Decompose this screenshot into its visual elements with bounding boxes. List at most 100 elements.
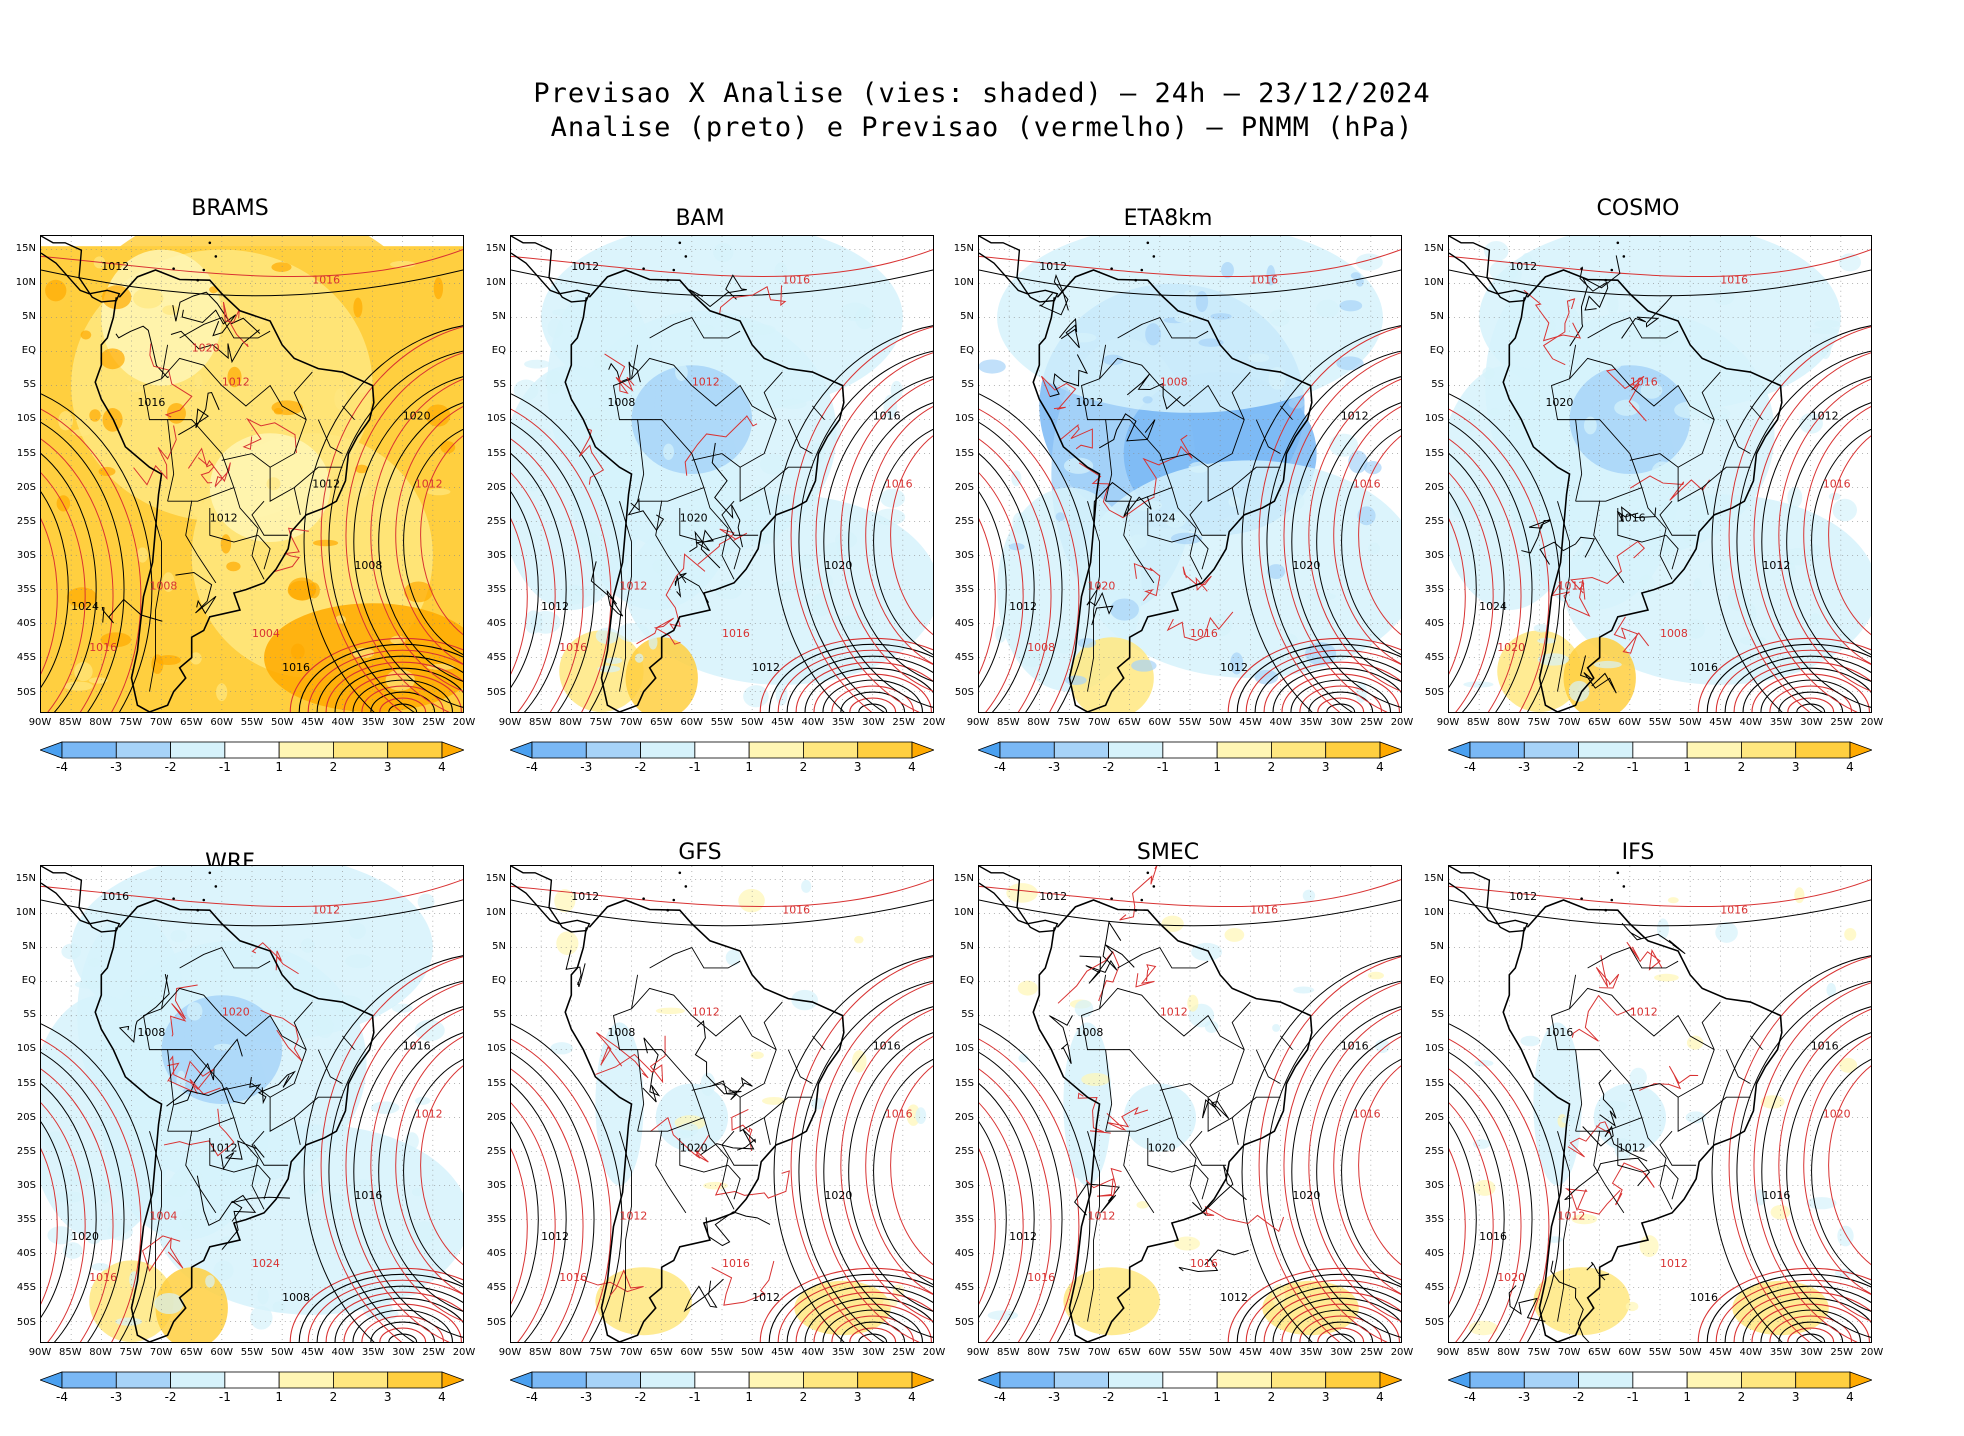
isobar-ring [307,1279,463,1342]
country-border [167,1049,235,1118]
lat-tick-label: 30S [16,1179,36,1191]
lat-tick-label: 40S [486,1248,506,1260]
colorbar-bin [1686,741,1742,759]
country-border [812,405,825,420]
lat-tick-label: 5N [22,310,36,322]
colorbar-bin [748,741,804,759]
isobar-ring [1245,649,1401,712]
colorbar-tick-label: 2 [329,760,338,774]
colorbar-bin [1448,741,1471,759]
bias-speckle [1593,660,1622,669]
colorbar-tick-label: 3 [853,760,862,774]
isobar-analysis [848,1032,933,1312]
isobar-analysis [979,269,1401,297]
colorbar-bin [1632,741,1688,759]
lon-axis: 90W 85W 80W 75W 70W 65W 60W 55W 50W 45W 40W 35W 30W 2… [1437,1347,1884,1361]
lat-tick-label: 40S [954,1248,974,1260]
isobar-ring [370,1321,436,1342]
isobar-analysis [378,1032,463,1312]
country-border [1750,1035,1763,1050]
contour-label: 1008 [282,1291,310,1304]
lat-tick-label: 25S [486,1145,506,1157]
isobar-forecast [511,472,556,712]
bias-speckle [75,980,105,989]
bias-speckle [1545,319,1556,333]
island [196,908,200,912]
contour-label: 1008 [354,559,382,572]
bias-speckle [1174,314,1195,323]
bias-speckle [979,359,1006,374]
bias-speckle [1008,543,1025,551]
isobar-forecast [1728,326,1871,712]
contour-label: 1012 [752,661,780,674]
isobar-ring [1245,1279,1401,1342]
country-border [655,1131,687,1214]
bias-speckle [47,1226,74,1245]
bias-speckle [80,330,92,340]
isobar-analysis [1621,295,1673,339]
colorbar-tick-label: -1 [218,1390,231,1404]
country-border [637,1117,735,1210]
contour-label: 1012 [1509,260,1537,273]
coastline-south-america [1032,269,1313,712]
contour-label: 1012 [1558,580,1586,593]
contour-label: 1020 [680,512,708,525]
isobar-forecast [1629,475,1710,501]
colorbar-tick-label: 3 [1791,1390,1800,1404]
isobar-forecast [1613,616,1650,654]
bias-speckle [345,954,373,969]
lat-tick-label: 50S [1424,1316,1444,1328]
isobar-forecast [370,1008,463,1322]
isobar-ring [795,661,933,712]
lon-tick-label: 30W [862,1347,885,1358]
isobar-analysis [1786,402,1871,682]
country-border [1105,419,1173,488]
bias-shade-patch [89,1260,174,1342]
isobar-forecast [1449,1038,1550,1342]
bias-speckle [778,581,807,593]
country-border [1750,405,1763,420]
bias-speckle [1713,288,1735,305]
isobar-analysis [328,980,463,1342]
colorbar-bin [531,1371,587,1389]
lon-tick-label: 35W [1769,1347,1793,1358]
colorbar-bin [585,741,641,759]
bias-speckle [415,1096,431,1105]
isobar-analysis [41,269,463,297]
isobar-ring [795,1291,933,1342]
isobar-analysis [979,1051,1063,1342]
bias-speckle [652,559,668,574]
contour-label: 1016 [1690,1291,1718,1304]
lon-tick-label: 20W [922,1347,946,1358]
lat-tick-label: 15S [486,1077,506,1089]
bias-speckle [1165,511,1187,528]
isobar-forecast [1119,866,1158,921]
colorbar-tick-label: -4 [526,760,538,774]
contour-label: 1016 [1250,904,1278,917]
lon-tick-label: 65W [1588,1347,1611,1358]
isobar-forecast [511,1068,584,1342]
bias-speckle [91,1119,109,1131]
bias-speckle [45,279,67,302]
lon-tick-label: 50W [740,1347,764,1358]
isobar-forecast [1595,955,1620,989]
bias-speckle [127,384,145,393]
lon-tick-label: 20W [1860,717,1884,728]
bias-speckle [573,586,599,597]
colorbar-tick-label: -1 [1156,760,1169,774]
isobar-forecast [1626,941,1663,971]
colorbar-bin [1053,741,1109,759]
isobar-ring [1778,691,1844,712]
colorbar: -4 -3 -2 -1 1 2 3 4 [978,1370,1402,1410]
isobar-ring [316,1285,463,1342]
contour-label: 1012 [1618,1142,1646,1155]
isobar-forecast [979,518,996,675]
lon-tick-label: 60W [1148,717,1172,728]
country-border [721,500,759,536]
contour-label: 1016 [1353,478,1381,491]
bias-speckle [1064,675,1087,686]
lat-tick-label: 35S [1424,584,1444,596]
isobar-ring [325,1291,463,1342]
lat-tick-label: 50S [1424,686,1444,698]
isobar-forecast [684,415,758,476]
